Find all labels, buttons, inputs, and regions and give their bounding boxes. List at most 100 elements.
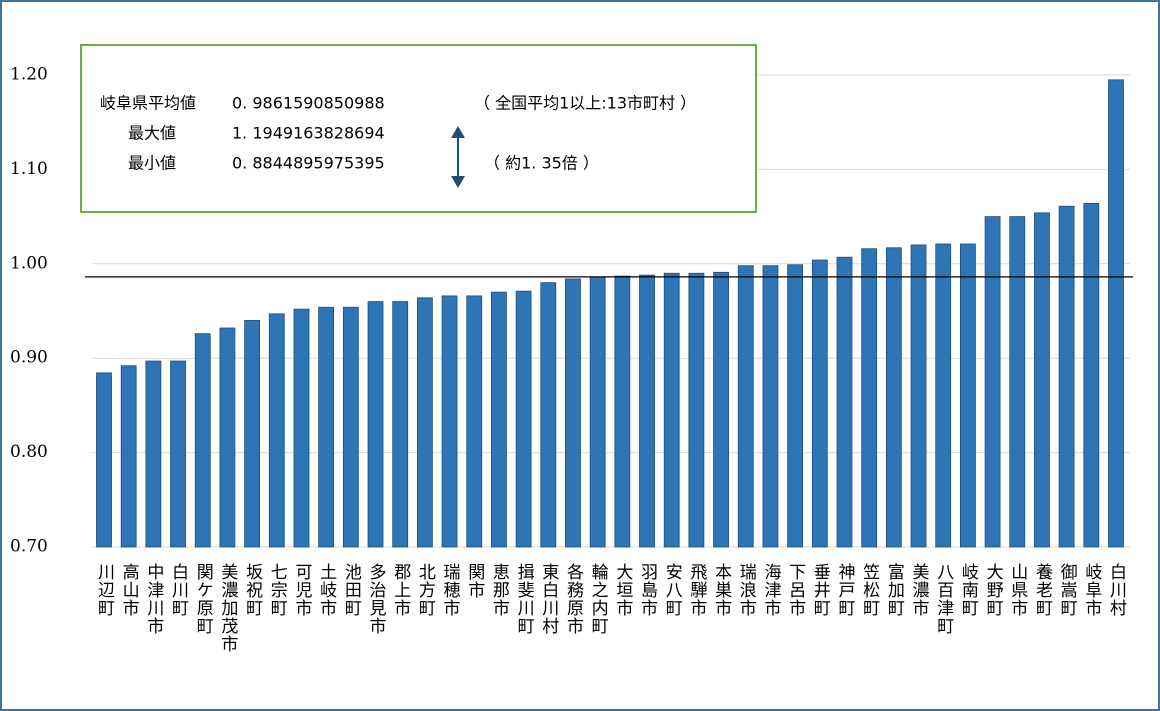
bar [688,272,705,548]
x-tick-label: 七宗町 [267,563,288,617]
bar [416,297,433,548]
x-tick-label: 本巣市 [711,563,732,617]
x-tick-label: 垂井町 [810,563,831,617]
x-tick-label: 揖斐川町 [514,563,535,635]
min-value: 0. 8844895975395 [232,154,385,173]
bar [1083,202,1100,548]
x-tick-label: 岐南町 [958,563,978,617]
min-name: 最小値 [128,154,176,173]
bar [170,360,186,548]
bar [96,372,112,548]
bar [565,278,581,548]
bar [318,306,335,548]
bar [614,275,631,548]
bar [268,313,285,548]
bar [910,244,927,548]
bar [589,276,606,548]
average-name: 岐阜県平均値 [100,94,196,113]
x-tick-label: 富加町 [884,563,905,617]
bar [861,248,878,548]
bar [787,264,804,548]
bar [713,271,729,548]
average-value: 0. 9861590850988 [232,94,385,113]
bar [120,365,137,548]
x-tick-label: 養老町 [1032,563,1053,617]
y-tick-label: 1.10 [10,159,48,179]
bar [342,306,359,548]
x-tick-label: 恵那市 [489,563,510,617]
bar [811,259,828,548]
x-tick-label: 瑞穂市 [440,563,461,617]
bar [194,333,211,548]
x-tick-label: 八百津町 [933,563,954,635]
y-tick-label: 1.00 [10,253,48,273]
x-tick-label: 神戸町 [834,563,855,617]
max-value: 1. 1949163828694 [232,124,385,143]
x-tick-label: 下呂市 [785,563,806,617]
x-tick-label: 各務原市 [563,563,584,635]
x-tick-label: 高山市 [119,563,140,617]
y-tick-label: 0.90 [10,348,48,368]
bar [145,360,162,548]
bar [663,272,680,548]
national-note: （ 全国平均1以上:13市町村 ） [474,94,696,113]
bar [935,243,952,548]
x-tick-label: 笠松町 [859,563,880,617]
x-tick-label: 飛騨市 [686,563,707,617]
bar [1108,79,1124,548]
double-arrow [451,126,465,188]
max-name: 最大値 [128,124,176,143]
bar [466,295,483,548]
y-tick-label: 0.70 [10,537,48,557]
bar [491,291,507,548]
x-tick-label: 輪之内町 [588,563,609,635]
x-tick-label: 白川村 [1106,563,1127,617]
bar [244,320,260,548]
x-tick-label: 大野町 [983,563,1004,617]
x-tick-label: 白川町 [168,563,189,617]
bar [293,308,310,548]
x-tick-label: 大垣市 [612,563,633,617]
bar [639,274,655,548]
x-tick-label: 土岐市 [316,563,337,617]
x-tick-label: 川辺町 [94,563,115,617]
x-tick-label: 池田町 [341,563,362,617]
annotation-box [80,44,757,213]
x-tick-label: 羽島市 [637,563,658,617]
bar [737,265,754,548]
bar [762,265,779,548]
bar [1058,205,1075,548]
x-tick-label: 山県市 [1007,563,1028,617]
x-tick-label: 瑞浪市 [736,563,757,617]
bar [960,243,976,548]
ratio-note: （ 約1. 35倍 ） [484,154,599,173]
x-tick-label: 可児市 [291,563,312,617]
x-tick-label: 美濃加茂市 [217,563,238,653]
bar [540,282,557,548]
x-tick-label: 東白川村 [538,563,559,635]
y-tick-label: 1.20 [10,65,48,85]
bar [885,247,902,548]
bar [1034,212,1050,548]
bar [515,290,532,548]
x-tick-label: 多治見市 [366,563,387,635]
bar [836,256,853,548]
bar [367,301,384,548]
x-tick-label: 関市 [464,563,485,599]
x-tick-label: 中津川市 [143,563,164,635]
x-tick-label: 郡上市 [390,563,411,617]
x-tick-label: 関ケ原町 [193,563,214,635]
bar [1009,216,1026,548]
x-tick-label: 美濃市 [909,563,930,617]
y-tick-label: 0.80 [10,442,48,462]
x-tick-label: 北方町 [415,563,436,617]
x-tick-label: 御嵩町 [1057,563,1078,617]
x-tick-label: 岐阜市 [1081,563,1102,617]
bar [441,295,458,548]
bar [392,301,409,548]
x-tick-label: 坂祝町 [242,563,263,617]
bar [984,216,1001,548]
bar [219,327,236,548]
x-tick-label: 安八町 [662,563,683,617]
